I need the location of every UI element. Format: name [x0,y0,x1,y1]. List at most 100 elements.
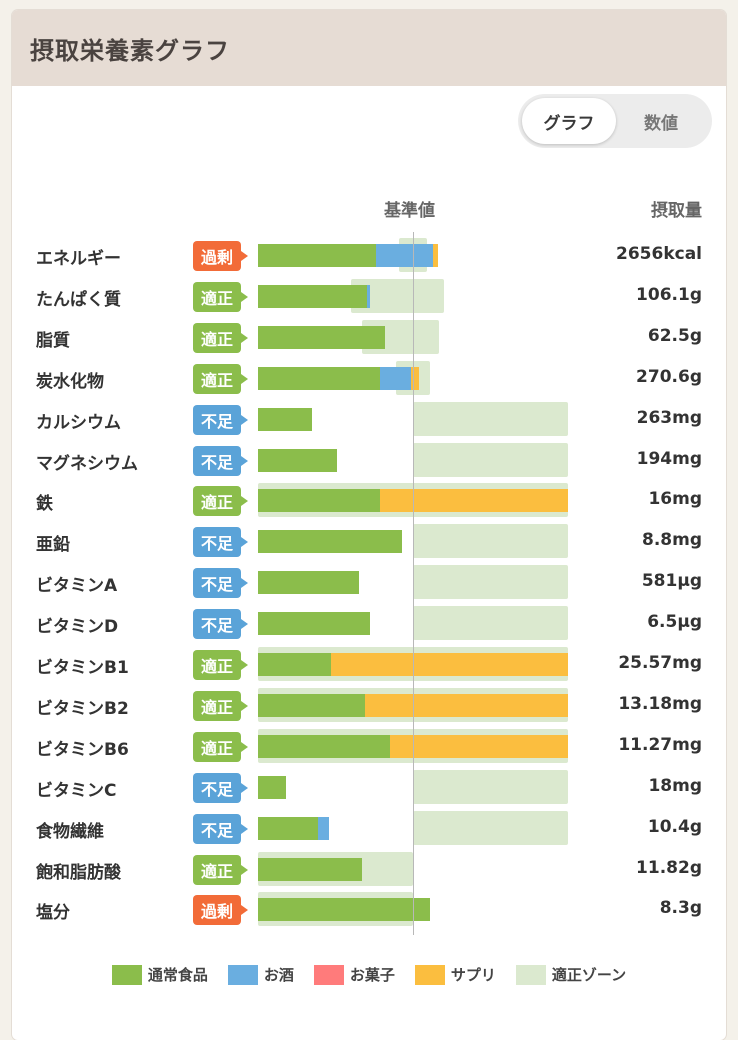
optimal-zone [413,769,568,804]
legend-item: お酒 [227,964,294,985]
supplement-bar [411,366,420,390]
optimal-zone [413,442,568,477]
toggle-value-button[interactable]: 数値 [644,113,678,134]
legend-swatch [515,964,546,985]
nutrient-name: 亜鉛 [36,535,70,556]
intake-value: 10.4g [647,816,702,837]
intake-value: 2656kcal [616,244,702,264]
intake-value: 11.82g [636,857,702,878]
status-badge: 不足 [193,772,248,803]
nutrient-row: 脂質 適正 62.5g [0,319,738,356]
legend-item: サプリ [414,964,496,985]
legend-swatch [313,964,344,985]
view-toggle[interactable]: グラフ 数値 [518,94,712,148]
food-bar [258,857,362,881]
legend: 通常食品 お酒 お菓子 サプリ 適正ゾーン [0,964,738,985]
nutrient-row: ビタミンB2 適正 13.18mg [0,687,738,724]
status-badge: 適正 [193,690,248,721]
nutrient-name: マグネシウム [36,453,138,474]
intake-column-header: 摂取量 [651,201,702,221]
intake-value: 62.5g [647,325,702,346]
food-bar [258,244,376,267]
intake-value: 6.5μg [647,612,702,633]
food-bar [258,693,365,717]
food-bar [258,775,286,799]
supplement-bar [380,489,568,513]
intake-value: 263mg [636,407,702,428]
food-bar [258,448,338,472]
intake-value: 106.1g [636,284,702,305]
intake-value: 8.3g [659,898,702,919]
nutrient-name: 飽和脂肪酸 [36,862,121,883]
status-badge: 適正 [193,731,248,762]
reference-column-header: 基準値 [384,201,435,221]
legend-item: 通常食品 [111,964,208,985]
nutrient-name: 脂質 [36,330,70,351]
supplement-bar [330,653,568,676]
status-badge: 不足 [193,445,248,476]
intake-value: 194mg [636,448,702,469]
nutrient-row: 飽和脂肪酸 適正 11.82g [0,851,738,888]
toggle-graph-button[interactable]: グラフ [522,98,616,144]
legend-label: 通常食品 [147,966,208,984]
legend-label: お菓子 [349,966,395,984]
food-bar [258,325,386,349]
status-badge: 適正 [193,486,248,517]
legend-label: 適正ゾーン [551,966,627,984]
nutrient-name: ビタミンD [36,617,119,638]
legend-swatch [414,964,445,985]
nutrient-row: 炭水化物 適正 270.6g [0,360,738,397]
nutrient-row: カルシウム 不足 263mg [0,401,738,438]
optimal-zone [413,524,568,559]
legend-swatch [227,964,258,985]
status-badge: 不足 [193,568,248,599]
nutrient-name: カルシウム [36,412,121,433]
food-bar [258,366,381,390]
intake-value: 16mg [648,489,702,510]
nutrient-name: ビタミンB2 [36,698,129,719]
nutrient-name: ビタミンC [36,780,117,801]
nutrient-row: ビタミンB6 適正 11.27mg [0,728,738,765]
food-bar [258,816,319,840]
nutrient-row: 食物繊維 不足 10.4g [0,810,738,847]
status-badge: 適正 [193,281,248,312]
optimal-zone [413,606,568,641]
optimal-zone [413,810,568,845]
status-badge: 適正 [193,854,248,885]
page-title: 摂取栄養素グラフ [30,36,230,65]
reference-line [413,232,414,935]
nutrient-row: 鉄 適正 16mg [0,483,738,519]
legend-item: お菓子 [313,964,395,985]
supplement-bar [433,244,438,267]
nutrient-name: 鉄 [36,494,53,515]
legend-swatch [111,964,142,985]
legend-label: サプリ [450,966,496,984]
nutrient-name: 食物繊維 [36,821,104,842]
food-bar [258,284,367,308]
nutrient-row: ビタミンD 不足 6.5μg [0,606,738,642]
optimal-zone [413,401,568,436]
intake-value: 11.27mg [618,734,702,755]
food-bar [258,734,390,758]
alcohol-bar [375,244,434,267]
nutrient-name: 炭水化物 [36,371,104,392]
status-badge: 過剰 [193,241,248,271]
nutrient-name: たんぱく質 [36,289,121,310]
nutrient-name: ビタミンA [36,576,118,597]
status-badge: 不足 [193,813,248,844]
food-bar [258,571,359,595]
card-header: 摂取栄養素グラフ [12,10,726,86]
optimal-zone [413,565,568,600]
status-badge: 不足 [193,609,248,640]
food-bar [258,612,370,636]
food-bar [258,407,313,431]
food-bar [258,653,331,676]
legend-label: お酒 [263,966,294,984]
nutrient-name: 塩分 [36,903,70,924]
supplement-bar [364,693,568,717]
food-bar [258,530,403,554]
nutrient-row: ビタミンC 不足 18mg [0,769,738,806]
intake-value: 581μg [641,571,702,592]
intake-value: 13.18mg [618,693,702,714]
status-badge: 不足 [193,527,248,558]
